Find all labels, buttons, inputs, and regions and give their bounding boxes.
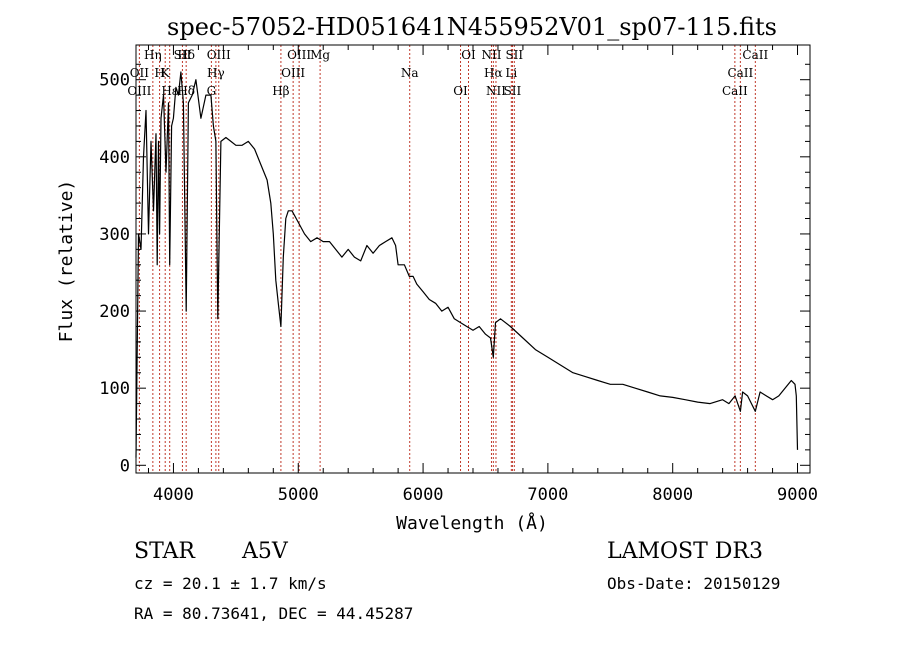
x-axis-label: Wavelength (Å) [396,512,548,534]
y-tick-label: 300 [99,225,130,245]
line-marker-label: Hδ [177,48,195,62]
line-marker-label: Li [505,66,517,80]
line-marker-label: H [154,66,164,80]
line-marker-label: OII [130,66,150,80]
spectrum-line [135,71,799,458]
line-marker-label: OIII [287,48,311,62]
survey-name: LAMOST DR3 [607,539,763,564]
line-marker-label: OIII [281,66,305,80]
redshift-velocity: cz = 20.1 ± 1.7 km/s [134,574,327,593]
line-marker-label: Hγ [207,66,225,80]
line-marker-label: K [161,66,171,80]
line-marker-label: CaII [722,84,748,98]
observation-date: Obs-Date: 20150129 [607,574,781,593]
x-tick-label: 8000 [652,485,693,505]
y-tick-label: 500 [99,71,130,91]
line-marker-label: Hβ [272,84,289,98]
y-axis-ticks: 0 100 200 300 400 500 [99,63,810,476]
line-marker-label: SII [505,48,523,62]
y-axis-label: Flux (relative) [56,180,77,343]
line-marker-label: Mg [310,48,330,62]
object-type: STAR [134,539,195,564]
x-axis-ticks: 4000 5000 6000 7000 8000 9000 [147,45,818,505]
x-tick-label: 4000 [153,485,194,505]
line-marker-label: CaII [742,48,768,62]
plot-frame [135,44,811,474]
line-marker-label: Na [401,66,419,80]
spectral-class: A5V [242,539,288,564]
x-tick-label: 6000 [403,485,444,505]
line-marker-label: OI [461,48,476,62]
line-marker-label: G [207,84,217,98]
line-marker-label: OIII [127,84,151,98]
y-tick-label: 400 [99,148,130,168]
line-marker-label: OI [453,84,468,98]
line-marker-label: SII [174,48,192,62]
y-tick-label: 100 [99,379,130,399]
y-tick-label: 0 [120,456,130,476]
x-tick-label: 7000 [527,485,568,505]
line-marker-label: OIII [207,48,231,62]
x-tick-label: 9000 [777,485,818,505]
line-marker-label: Hε [161,84,178,98]
line-marker-label: SII [504,84,522,98]
line-marker-label: NII [486,84,506,98]
coordinates: RA = 80.73641, DEC = 44.45287 [134,604,414,623]
x-tick-label: 5000 [278,485,319,505]
line-marker-label: NII [481,48,501,62]
y-tick-label: 200 [99,302,130,322]
line-marker-label: CaII [727,66,753,80]
line-marker-label: Hα [484,66,503,80]
line-marker-label: Hη [144,48,162,62]
chart-title: spec-57052-HD051641N455952V01_sp07-115.f… [167,13,777,41]
spectral-line-markers [138,45,756,473]
spectral-line-labels: HδKHδOIIIOIIHεSIIHγOIIIHηHGOIIIOIIIHβMgN… [127,48,768,98]
